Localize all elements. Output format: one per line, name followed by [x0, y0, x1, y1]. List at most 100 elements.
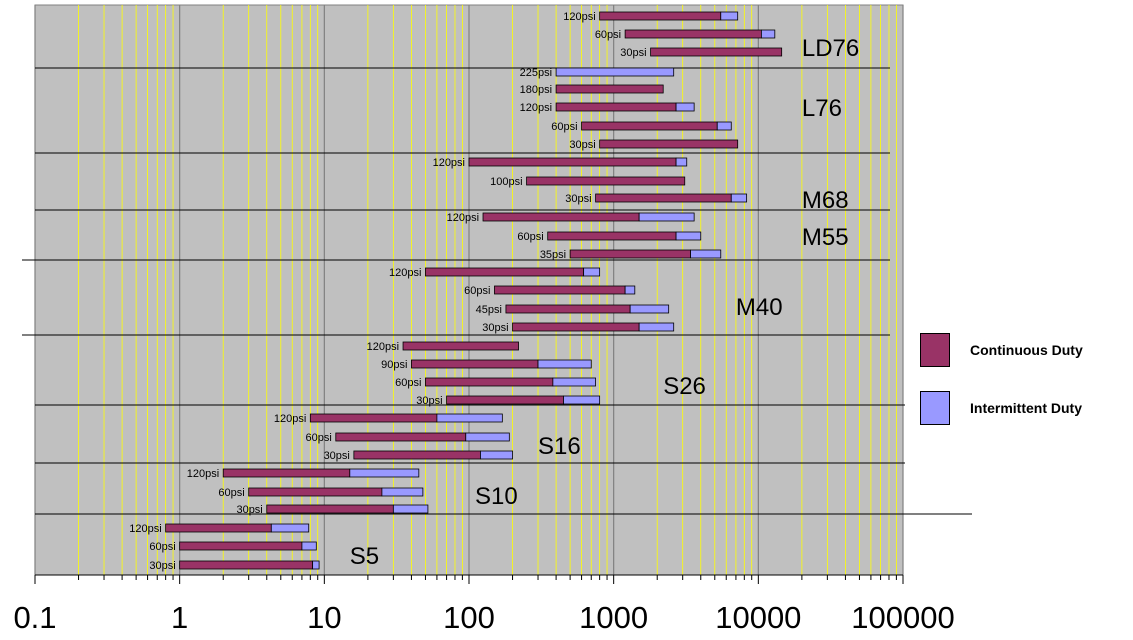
bar-intermittent — [675, 102, 695, 112]
bar-continuous — [494, 285, 626, 295]
bar-continuous — [555, 84, 664, 94]
bar-intermittent — [690, 249, 722, 259]
bar-continuous — [581, 121, 718, 131]
bar-intermittent — [270, 523, 310, 533]
bar-intermittent — [624, 285, 636, 295]
bar-intermittent — [583, 267, 601, 277]
bar-label: 45psi — [476, 304, 502, 316]
bar-intermittent — [720, 11, 739, 21]
bar-intermittent — [675, 157, 688, 167]
legend-swatch-intermittent — [920, 391, 950, 425]
bar-continuous — [222, 468, 351, 478]
bar-label: 120psi — [274, 413, 306, 425]
group-label: S26 — [663, 373, 706, 400]
bar-label: 60psi — [517, 231, 543, 243]
bar-label: 100psi — [490, 176, 522, 188]
bar-label: 180psi — [520, 84, 552, 96]
x-tick-label: 1 — [171, 600, 188, 635]
grid — [34, 5, 904, 575]
legend-label-intermittent: Intermittent Duty — [970, 400, 1082, 416]
bar-label: 60psi — [595, 29, 621, 41]
bar-continuous — [595, 193, 732, 203]
group-label: M40 — [736, 294, 783, 321]
bar-label: 30psi — [149, 560, 175, 572]
bar-label: 120psi — [433, 157, 465, 169]
legend-item-continuous: Continuous Duty — [920, 333, 1130, 369]
bar-intermittent — [730, 193, 748, 203]
legend-label-continuous: Continuous Duty — [970, 342, 1083, 358]
bar-continuous — [179, 560, 314, 570]
bar-label: 60psi — [464, 285, 490, 297]
bar-intermittent — [563, 395, 601, 405]
legend-item-intermittent: Intermittent Duty — [920, 391, 1130, 427]
bar-intermittent — [301, 541, 317, 551]
bar-intermittent — [392, 504, 429, 514]
bar-continuous — [411, 359, 539, 369]
bar-continuous — [353, 450, 481, 460]
x-tick-label: 100000 — [851, 600, 954, 635]
bar-continuous — [650, 47, 783, 57]
group-label: S10 — [475, 483, 518, 510]
bar-continuous — [248, 487, 383, 497]
bar-continuous — [266, 504, 394, 514]
bar-intermittent — [381, 487, 424, 497]
bar-label: 120psi — [520, 102, 552, 114]
bar-label: 30psi — [569, 139, 595, 151]
x-tick-label: 10 — [307, 600, 341, 635]
bar-continuous — [599, 11, 722, 21]
legend: Continuous Duty Intermittent Duty — [920, 333, 1130, 449]
bar-intermittent — [312, 560, 320, 570]
group-label: S16 — [538, 433, 581, 460]
group-label: LD76 — [802, 35, 859, 62]
bar-continuous — [526, 176, 686, 186]
bar-intermittent — [638, 322, 675, 332]
bar-label: 120psi — [367, 341, 399, 353]
bar-label: 30psi — [416, 395, 442, 407]
bar-label: 120psi — [447, 212, 479, 224]
legend-swatch-continuous — [920, 333, 950, 367]
bar-label: 30psi — [236, 504, 262, 516]
bar-continuous — [165, 523, 272, 533]
bar-intermittent — [349, 468, 420, 478]
group-label: M68 — [802, 187, 849, 214]
bar-intermittent — [716, 121, 732, 131]
bar-continuous — [569, 249, 691, 259]
bar-label: 120psi — [187, 468, 219, 480]
bar-continuous — [179, 541, 303, 551]
bar-intermittent — [675, 231, 702, 241]
x-tick-label: 100 — [443, 600, 495, 635]
bar-label: 30psi — [620, 47, 646, 59]
bar-label: 120psi — [389, 267, 421, 279]
bar-label: 120psi — [563, 11, 595, 23]
bar-label: 30psi — [324, 450, 350, 462]
group-label: S5 — [350, 543, 379, 570]
bar-label: 60psi — [305, 432, 331, 444]
x-tick-label: 0.1 — [13, 600, 56, 635]
bar-continuous — [425, 377, 554, 387]
group-label: M55 — [802, 224, 849, 251]
group-separators — [22, 67, 972, 515]
bar-label: 60psi — [551, 121, 577, 133]
x-tick-label: 10000 — [715, 600, 801, 635]
bar-continuous — [599, 139, 739, 149]
bar-label: 225psi — [520, 67, 552, 79]
bar-label: 60psi — [395, 377, 421, 389]
bar-continuous — [402, 341, 519, 351]
bar-intermittent — [629, 304, 670, 314]
bar-continuous — [555, 102, 677, 112]
bar-continuous — [468, 157, 677, 167]
bar-continuous — [624, 29, 762, 39]
bar-intermittent — [638, 212, 695, 222]
bar-continuous — [446, 395, 564, 405]
bar-intermittent — [480, 450, 513, 460]
bar-continuous — [482, 212, 640, 222]
bar-label: 30psi — [565, 193, 591, 205]
bar-label: 35psi — [540, 249, 566, 261]
bar-label: 120psi — [129, 523, 161, 535]
bar-continuous — [505, 304, 631, 314]
bar-intermittent — [760, 29, 776, 39]
bar-continuous — [309, 413, 438, 423]
x-axis: 0.1 1 10 100 1000 10000 100000 — [13, 574, 955, 635]
